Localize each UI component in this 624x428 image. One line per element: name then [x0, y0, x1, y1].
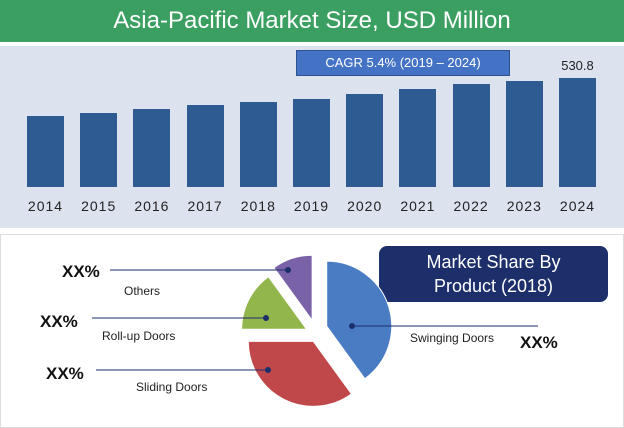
- market-share-heading-line2: Product (2018): [433, 276, 554, 296]
- pct-label-sliding: XX%: [46, 364, 84, 383]
- chart-title: Asia-Pacific Market Size, USD Million: [0, 0, 624, 42]
- x-tick-2019: 2019: [293, 198, 330, 214]
- pie-slice-sliding: [247, 340, 353, 407]
- bar-2022: [452, 83, 490, 187]
- pct-label-swinging: XX%: [520, 333, 558, 352]
- market-share-heading-line1: Market Share By: [426, 252, 561, 272]
- x-tick-2018: 2018: [240, 198, 276, 214]
- bar-2023: [505, 81, 543, 187]
- segment-label-rollup: Roll-up Doors: [102, 329, 176, 343]
- bar-2017: [186, 104, 224, 187]
- x-tick-2014: 2014: [27, 198, 64, 214]
- pct-label-rollup: XX%: [40, 312, 78, 331]
- x-tick-2020: 2020: [347, 198, 383, 214]
- x-tick-2017: 2017: [187, 198, 223, 214]
- bar-2015: [80, 113, 118, 187]
- bar-2020: [346, 94, 384, 187]
- segment-label-others: Others: [124, 284, 161, 298]
- leader-dot-sliding: [265, 367, 271, 373]
- pie-slice-rollup: [241, 275, 308, 330]
- data-label-2024: 530.8: [561, 58, 594, 73]
- pct-label-others: XX%: [62, 262, 100, 281]
- x-tick-2015: 2015: [81, 198, 117, 214]
- x-tick-2022: 2022: [453, 198, 489, 214]
- x-tick-2024: 2024: [559, 198, 596, 214]
- pie-slice-swinging: [326, 260, 393, 380]
- bar-2019: [293, 99, 330, 187]
- x-tick-2016: 2016: [134, 198, 170, 214]
- bar-2024: [559, 78, 596, 187]
- x-tick-2021: 2021: [400, 198, 436, 214]
- bar-2021: [399, 89, 437, 187]
- leader-dot-rollup: [263, 315, 269, 321]
- bar-2014: [27, 115, 64, 187]
- market-share-heading: Market Share By Product (2018): [379, 246, 608, 302]
- bar-2016: [133, 108, 171, 187]
- x-tick-2023: 2023: [506, 198, 542, 214]
- pie-slice-others: [273, 254, 313, 322]
- bar-2018: [239, 102, 277, 187]
- cagr-label: CAGR 5.4% (2019 – 2024): [296, 50, 510, 76]
- leader-dot-others: [285, 267, 291, 273]
- leader-dot-swinging: [349, 323, 355, 329]
- segment-label-sliding: Sliding Doors: [136, 380, 208, 394]
- segment-label-swinging: Swinging Doors: [410, 331, 495, 345]
